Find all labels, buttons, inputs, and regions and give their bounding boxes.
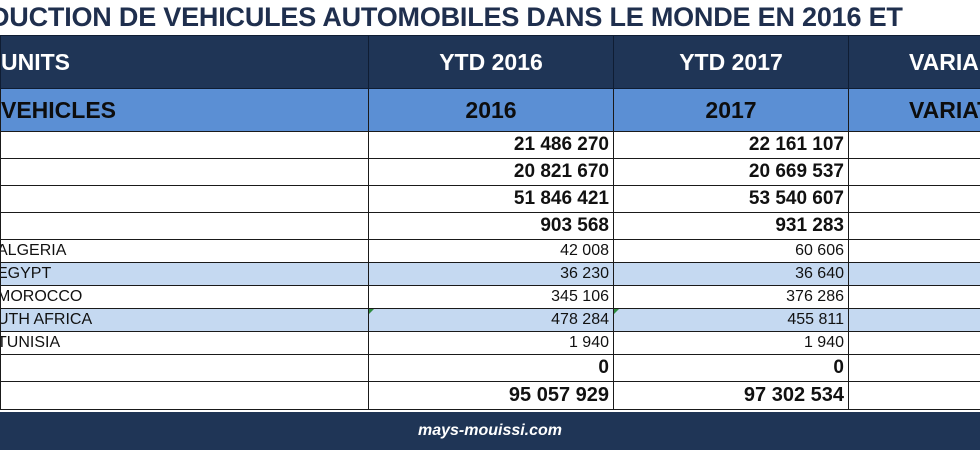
header-row: UNITS YTD 2016 YTD 2017 VARIA — [0, 35, 980, 89]
table-row: 51 846 421 53 540 607 — [0, 185, 980, 213]
value-2016: 345 106 — [368, 285, 614, 309]
row-label — [0, 185, 369, 213]
row-label: EGYPT — [0, 262, 369, 286]
row-label — [0, 354, 369, 382]
value-2016: 1 940 — [368, 331, 614, 355]
row-label: UTH AFRICA — [0, 308, 369, 332]
value-2016: 478 284 — [368, 308, 614, 332]
header-ytd-2017: YTD 2017 — [613, 35, 849, 89]
row-label: MOROCCO — [0, 285, 369, 309]
total-2016: 95 057 929 — [368, 381, 614, 410]
footer-source: mays-mouissi.com — [0, 412, 980, 450]
value-variation — [848, 239, 980, 263]
table-row: ALGERIA 42 008 60 606 — [0, 239, 980, 263]
value-variation — [848, 262, 980, 286]
table-row: 0 0 — [0, 354, 980, 382]
subheader-row: VEHICLES 2016 2017 VARIAT — [0, 88, 980, 132]
value-2017: 1 940 — [613, 331, 849, 355]
total-variation — [848, 381, 980, 410]
value-2016: 36 230 — [368, 262, 614, 286]
row-label — [0, 381, 369, 410]
value-variation — [848, 331, 980, 355]
value-2017: 0 — [613, 354, 849, 382]
subheader-variation: VARIAT — [848, 88, 980, 132]
value-2017: 60 606 — [613, 239, 849, 263]
value-variation — [848, 285, 980, 309]
value-2016: 42 008 — [368, 239, 614, 263]
row-label: TUNISIA — [0, 331, 369, 355]
table-row: MOROCCO 345 106 376 286 — [0, 285, 980, 309]
row-label: ALGERIA — [0, 239, 369, 263]
total-2017: 97 302 534 — [613, 381, 849, 410]
value-2017: 20 669 537 — [613, 158, 849, 186]
value-2016: 21 486 270 — [368, 131, 614, 159]
value-2017: 22 161 107 — [613, 131, 849, 159]
table-row: 903 568 931 283 — [0, 212, 980, 240]
value-variation — [848, 354, 980, 382]
value-2016: 20 821 670 — [368, 158, 614, 186]
value-2016: 0 — [368, 354, 614, 382]
header-variation: VARIA — [848, 35, 980, 89]
value-2017: 931 283 — [613, 212, 849, 240]
value-2017: 376 286 — [613, 285, 849, 309]
table-row: 21 486 270 22 161 107 — [0, 131, 980, 159]
value-variation — [848, 131, 980, 159]
value-2017: 36 640 — [613, 262, 849, 286]
page-title: DUCTION DE VEHICULES AUTOMOBILES DANS LE… — [0, 2, 903, 32]
subheader-vehicles: VEHICLES — [0, 88, 369, 132]
table-row: 20 821 670 20 669 537 — [0, 158, 980, 186]
table-row: TUNISIA 1 940 1 940 — [0, 331, 980, 355]
value-2017: 455 811 — [613, 308, 849, 332]
row-label — [0, 131, 369, 159]
table-row: EGYPT 36 230 36 640 — [0, 262, 980, 286]
value-variation — [848, 158, 980, 186]
value-2016: 903 568 — [368, 212, 614, 240]
header-ytd-2016: YTD 2016 — [368, 35, 614, 89]
subheader-2017: 2017 — [613, 88, 849, 132]
production-table: UNITS YTD 2016 YTD 2017 VARIA VEHICLES 2… — [0, 35, 980, 410]
row-label — [0, 212, 369, 240]
table-row: UTH AFRICA 478 284 455 811 — [0, 308, 980, 332]
total-row: 95 057 929 97 302 534 — [0, 381, 980, 410]
value-variation — [848, 212, 980, 240]
value-variation — [848, 308, 980, 332]
subheader-2016: 2016 — [368, 88, 614, 132]
value-variation — [848, 185, 980, 213]
header-units: UNITS — [0, 35, 369, 89]
value-2016: 51 846 421 — [368, 185, 614, 213]
title-bar: DUCTION DE VEHICULES AUTOMOBILES DANS LE… — [0, 0, 980, 35]
row-label — [0, 158, 369, 186]
value-2017: 53 540 607 — [613, 185, 849, 213]
